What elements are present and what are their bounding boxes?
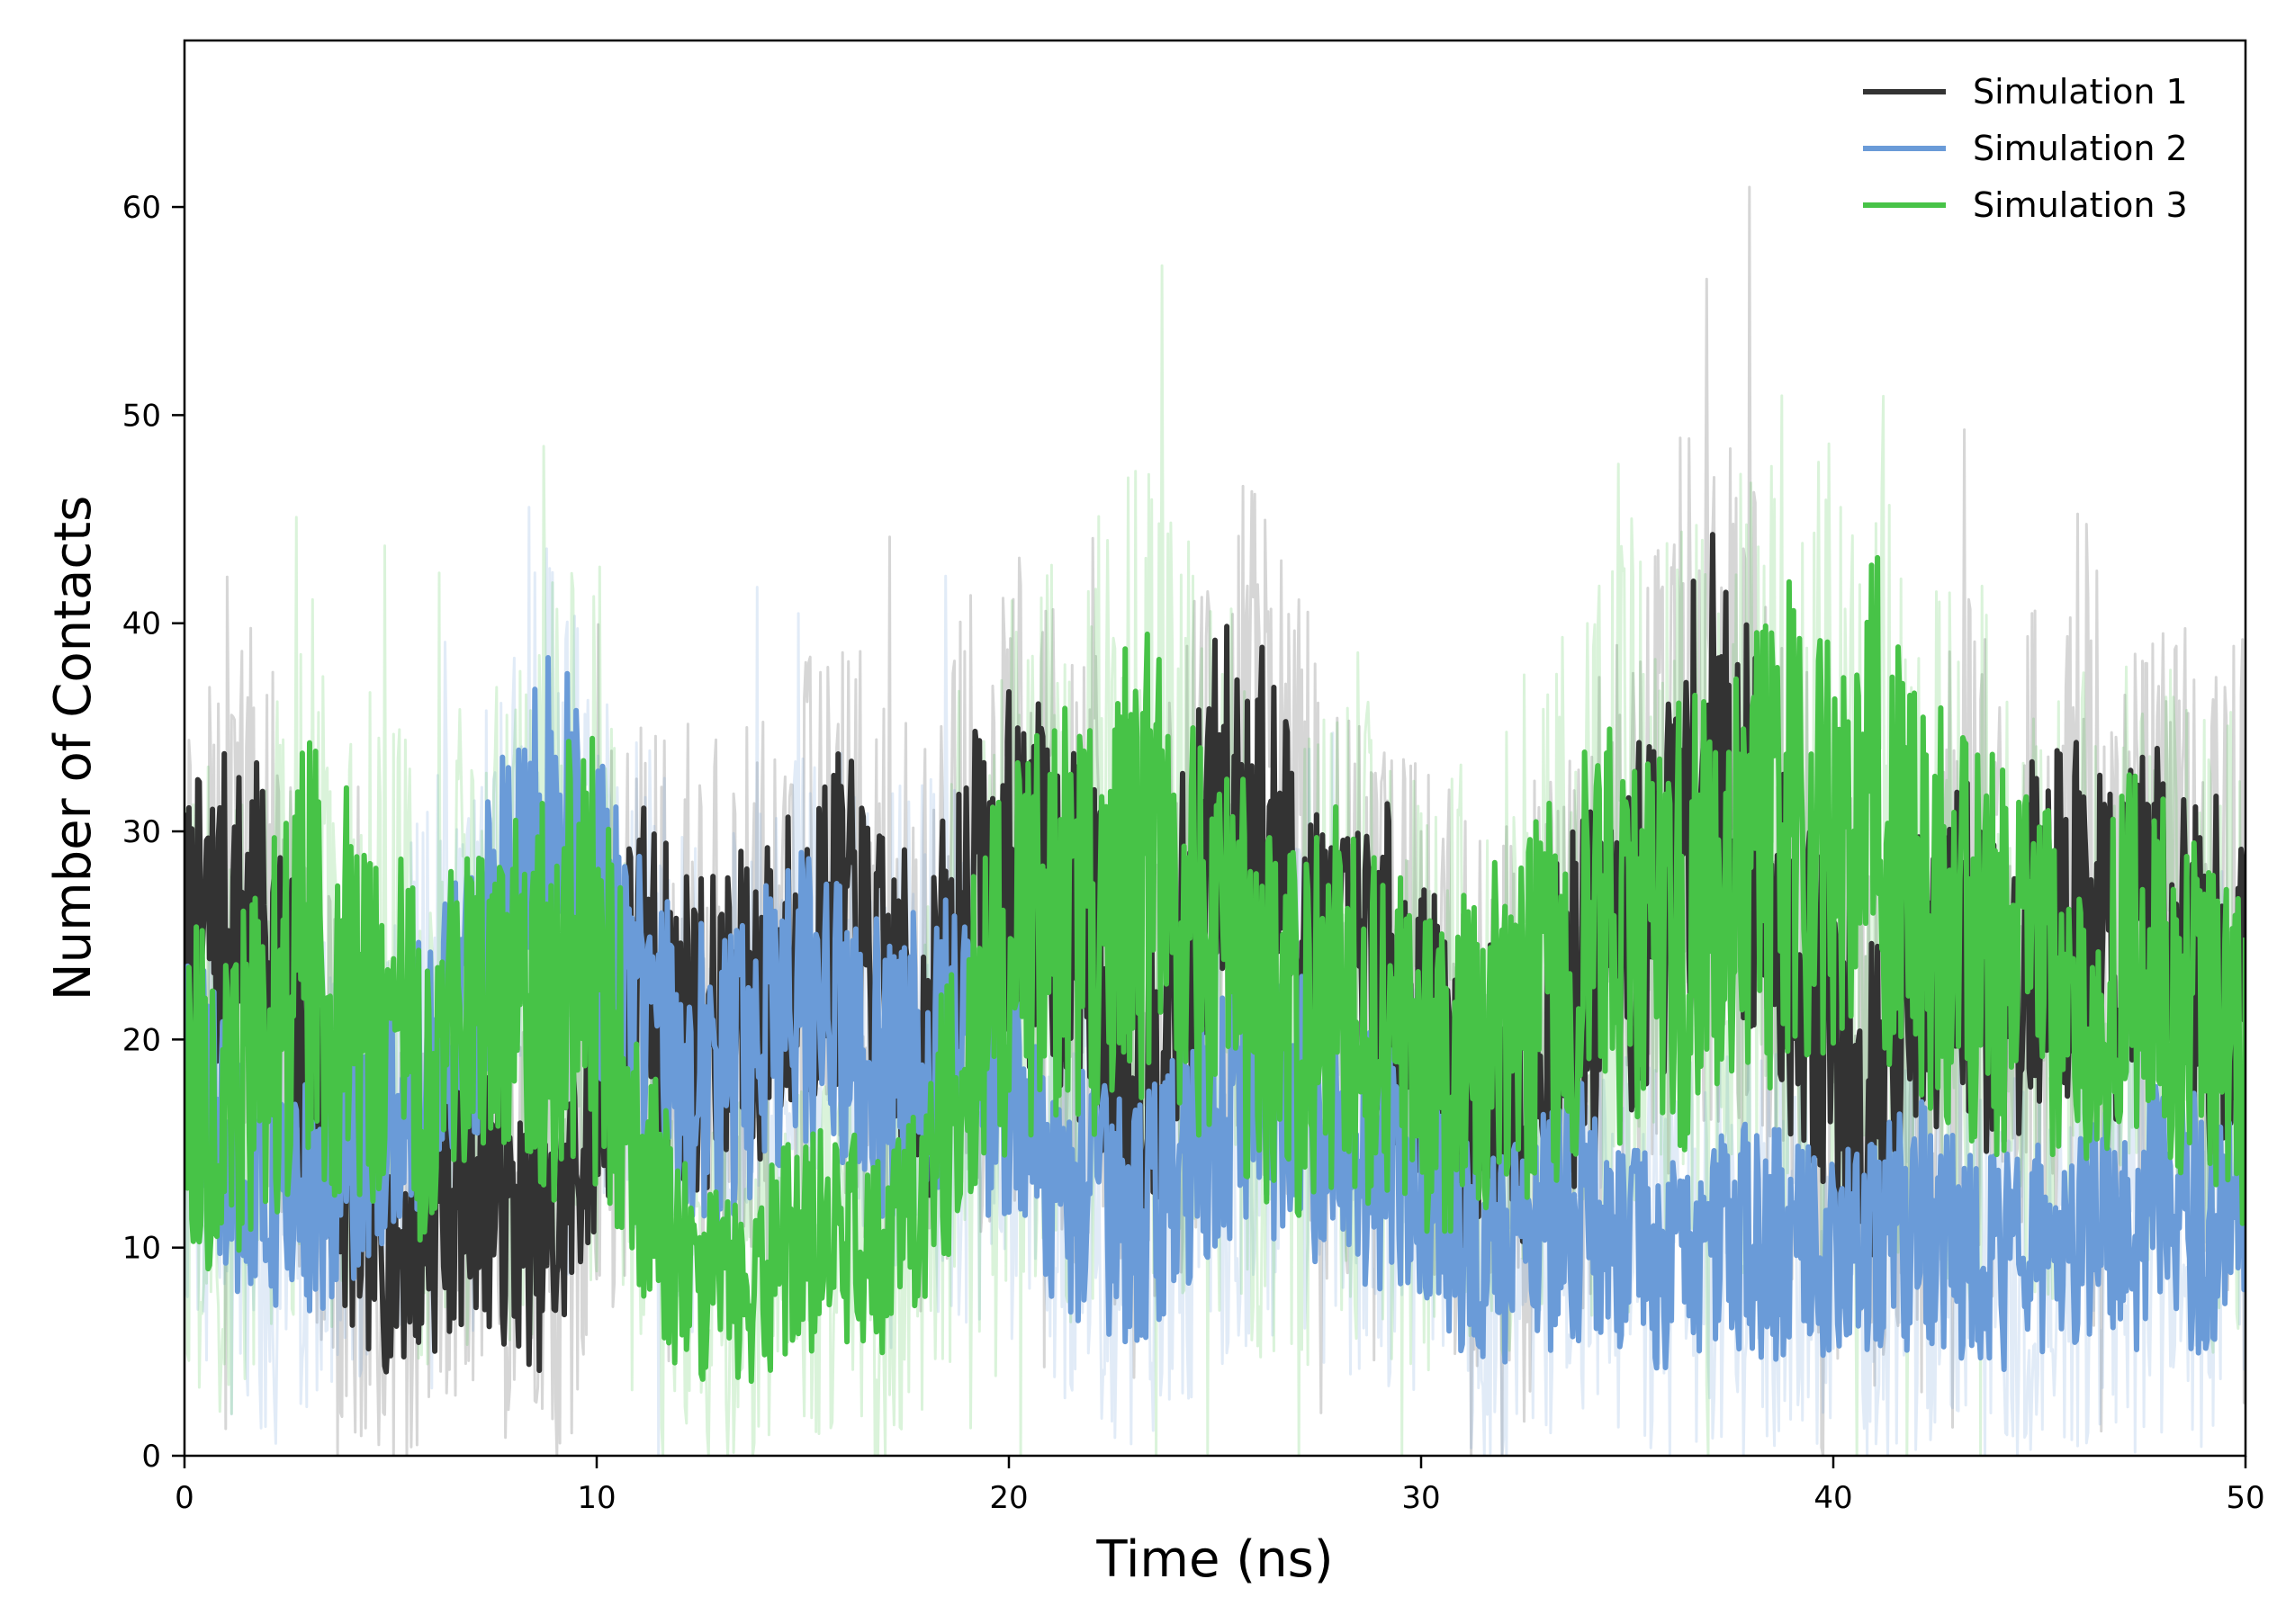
legend-label-1: Simulation 1: [1973, 72, 2188, 112]
plot-frame: [183, 39, 2247, 1458]
x-axis-label: Time (ns): [1095, 1530, 1333, 1589]
y-axis-label: Number of Contacts: [44, 496, 103, 1001]
x-tick-label: 20: [989, 1480, 1028, 1516]
series-line-3: [184, 554, 2246, 1385]
x-tick-label: 10: [577, 1480, 616, 1516]
legend-label-2: Simulation 2: [1973, 129, 2188, 168]
y-tick-label: 60: [122, 190, 161, 226]
x-axis: 0 10 20 30 40 50: [175, 1456, 2265, 1516]
x-tick-label: 0: [175, 1480, 194, 1516]
y-tick-label: 50: [122, 398, 161, 434]
y-tick-label: 30: [122, 814, 161, 850]
y-tick-label: 0: [141, 1439, 161, 1475]
x-tick-label: 50: [2226, 1480, 2264, 1516]
y-tick-label: 40: [122, 606, 161, 642]
smoothed-traces: [184, 532, 2246, 1385]
legend: Simulation 1 Simulation 2 Simulation 3: [1863, 72, 2188, 225]
legend-label-3: Simulation 3: [1973, 185, 2188, 225]
x-tick-label: 30: [1401, 1480, 1440, 1516]
x-tick-label: 40: [1814, 1480, 1852, 1516]
y-tick-label: 10: [122, 1231, 161, 1267]
series-line-2: [184, 655, 2246, 1372]
y-axis: 0 10 20 30 40 50 60: [122, 190, 184, 1475]
y-tick-label: 20: [122, 1022, 161, 1058]
